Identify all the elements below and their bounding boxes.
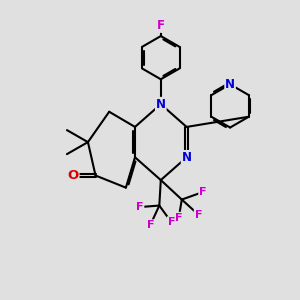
Text: F: F <box>146 220 154 230</box>
Text: N: N <box>182 151 192 164</box>
Text: F: F <box>175 213 182 223</box>
Text: F: F <box>136 202 143 212</box>
Text: F: F <box>199 187 206 197</box>
Text: F: F <box>157 19 165 32</box>
Text: N: N <box>156 98 166 111</box>
Text: F: F <box>194 210 202 220</box>
Text: O: O <box>68 169 79 182</box>
Text: F: F <box>168 217 175 227</box>
Text: N: N <box>225 78 235 91</box>
